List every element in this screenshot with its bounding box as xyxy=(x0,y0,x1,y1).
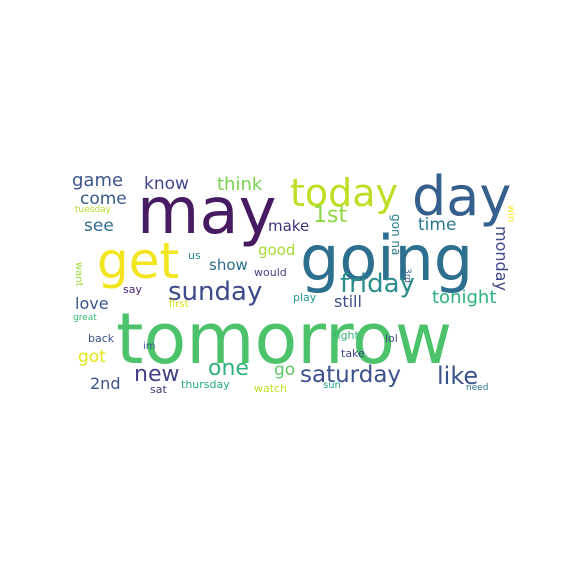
word-sunday: sunday xyxy=(168,277,263,307)
word-go: go xyxy=(274,360,296,380)
word-tomorrow: tomorrow xyxy=(116,298,453,380)
word-watch: watch xyxy=(254,382,288,395)
word-friday: friday xyxy=(340,269,415,299)
word-gonna: gon na xyxy=(389,214,403,256)
word-im: im xyxy=(143,341,156,352)
word-tuesday: tuesday xyxy=(75,205,112,215)
word-going: going xyxy=(300,222,474,295)
word-say: say xyxy=(123,283,142,296)
word-get: get xyxy=(97,232,180,290)
word-like: like xyxy=(437,362,479,390)
word-see: see xyxy=(84,216,114,236)
word-need: need xyxy=(466,383,489,393)
word-good: good xyxy=(258,241,296,259)
word-great: great xyxy=(73,313,97,323)
word-first: first xyxy=(169,299,189,310)
word-saturday: saturday xyxy=(300,362,402,388)
word-game: game xyxy=(72,170,124,191)
word-day: day xyxy=(412,165,512,228)
word-think: think xyxy=(217,174,263,195)
word-new: new xyxy=(134,362,180,387)
word-win: win xyxy=(505,205,516,223)
word-lol: lol xyxy=(385,332,398,345)
word-know: know xyxy=(144,174,189,194)
word-3rd: 3rd xyxy=(402,268,412,283)
word-play: play xyxy=(293,291,317,304)
word-back: back xyxy=(88,332,115,345)
word-1st: 1st xyxy=(313,203,348,228)
word-show: show xyxy=(209,256,248,274)
word-2nd: 2nd xyxy=(90,374,121,393)
word-tonight: tonight xyxy=(432,287,497,308)
word-time: time xyxy=(418,215,457,235)
word-got: got xyxy=(78,347,106,367)
word-would: would xyxy=(254,266,287,279)
word-love: love xyxy=(75,294,109,313)
word-sat: sat xyxy=(150,383,167,396)
word-take: take xyxy=(341,347,365,360)
word-us: us xyxy=(188,249,201,262)
word-still: still xyxy=(334,292,362,311)
word-right: right xyxy=(333,329,359,342)
word-today: today xyxy=(290,171,399,215)
word-may: may xyxy=(137,175,277,249)
word-sun: sun xyxy=(323,380,341,391)
word-thursday: thursday xyxy=(181,378,230,391)
word-monday: monday xyxy=(492,226,511,291)
word-want: want xyxy=(73,262,84,287)
word-come: come xyxy=(80,189,127,209)
word-make: make xyxy=(268,217,310,235)
word-one: one xyxy=(208,356,249,381)
